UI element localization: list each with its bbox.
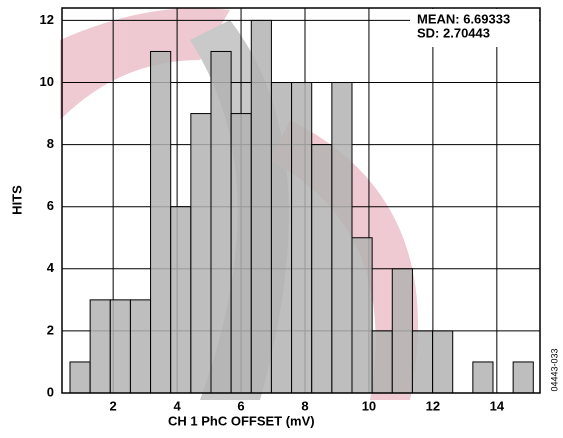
bar bbox=[270, 82, 293, 394]
y-tick-label: 4 bbox=[47, 260, 55, 275]
y-tick-label: 6 bbox=[47, 198, 54, 213]
bar bbox=[109, 299, 131, 394]
annotation-box bbox=[410, 9, 539, 47]
x-tick-label: 6 bbox=[237, 398, 244, 413]
bar bbox=[230, 113, 252, 394]
bar bbox=[311, 144, 333, 394]
annotation: MEAN: 6.69333 bbox=[417, 11, 510, 26]
bar bbox=[472, 361, 494, 394]
x-axis-label: CH 1 PhC OFFSET (mV) bbox=[168, 413, 315, 428]
bar bbox=[150, 50, 172, 394]
bar bbox=[210, 50, 232, 394]
bar bbox=[190, 113, 212, 394]
watermark-shape bbox=[60, 8, 230, 120]
bar bbox=[129, 299, 152, 394]
bar bbox=[69, 361, 91, 394]
y-axis-label: HITS bbox=[9, 185, 24, 215]
y-tick-label: 0 bbox=[47, 384, 54, 399]
y-tick-label: 10 bbox=[40, 74, 54, 89]
plot-frame bbox=[61, 7, 541, 394]
watermark-shape bbox=[270, 120, 418, 400]
x-tick-label: 10 bbox=[362, 398, 376, 413]
bar bbox=[512, 361, 534, 394]
bar bbox=[371, 330, 393, 394]
x-tick-label: 14 bbox=[490, 398, 505, 413]
x-tick-label: 12 bbox=[426, 398, 440, 413]
figure-id: 04443-033 bbox=[549, 348, 559, 391]
bar bbox=[411, 330, 434, 394]
bar bbox=[391, 268, 413, 394]
bar bbox=[432, 330, 454, 394]
y-tick-label: 8 bbox=[47, 136, 54, 151]
y-tick-label: 12 bbox=[40, 12, 54, 27]
bar bbox=[291, 82, 313, 394]
bar bbox=[250, 19, 272, 394]
x-tick-label: 2 bbox=[110, 398, 117, 413]
x-tick-label: 4 bbox=[173, 398, 181, 413]
y-tick-label: 2 bbox=[47, 322, 54, 337]
bar bbox=[89, 299, 111, 394]
bar bbox=[331, 82, 353, 394]
annotation: SD: 2.70443 bbox=[417, 25, 490, 40]
x-tick-label: 8 bbox=[301, 398, 308, 413]
bar bbox=[170, 206, 192, 394]
bar bbox=[351, 237, 373, 394]
